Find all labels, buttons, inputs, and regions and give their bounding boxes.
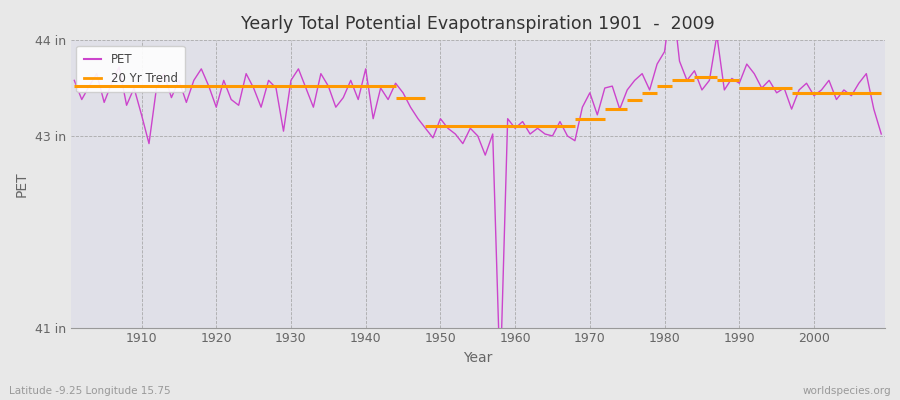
Text: Latitude -9.25 Longitude 15.75: Latitude -9.25 Longitude 15.75 — [9, 386, 171, 396]
Text: worldspecies.org: worldspecies.org — [803, 386, 891, 396]
X-axis label: Year: Year — [464, 351, 492, 365]
Legend: PET, 20 Yr Trend: PET, 20 Yr Trend — [76, 46, 184, 92]
Title: Yearly Total Potential Evapotranspiration 1901  -  2009: Yearly Total Potential Evapotranspiratio… — [241, 15, 715, 33]
Y-axis label: PET: PET — [15, 171, 29, 197]
